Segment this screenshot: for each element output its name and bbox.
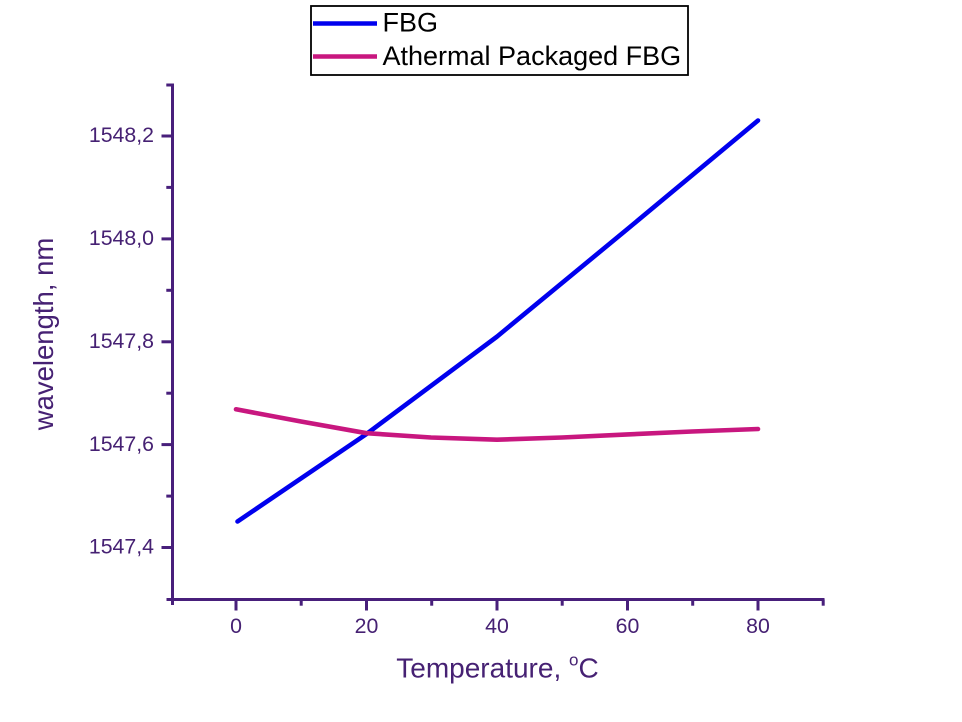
svg-text:1547,6: 1547,6 bbox=[89, 432, 154, 456]
svg-text:1548,2: 1548,2 bbox=[89, 123, 154, 147]
svg-text:0: 0 bbox=[230, 614, 242, 638]
svg-text:1548,0: 1548,0 bbox=[89, 226, 154, 250]
svg-text:60: 60 bbox=[616, 614, 640, 638]
svg-text:Athermal Packaged FBG: Athermal Packaged FBG bbox=[383, 41, 682, 71]
svg-text:1547,8: 1547,8 bbox=[89, 329, 154, 353]
svg-text:Temperature, oC: Temperature, oC bbox=[396, 651, 598, 684]
svg-text:20: 20 bbox=[355, 614, 379, 638]
svg-text:FBG: FBG bbox=[383, 8, 439, 38]
svg-text:40: 40 bbox=[485, 614, 509, 638]
svg-text:wavelength, nm: wavelength, nm bbox=[28, 238, 59, 432]
svg-text:80: 80 bbox=[746, 614, 770, 638]
svg-text:1547,4: 1547,4 bbox=[89, 535, 154, 559]
